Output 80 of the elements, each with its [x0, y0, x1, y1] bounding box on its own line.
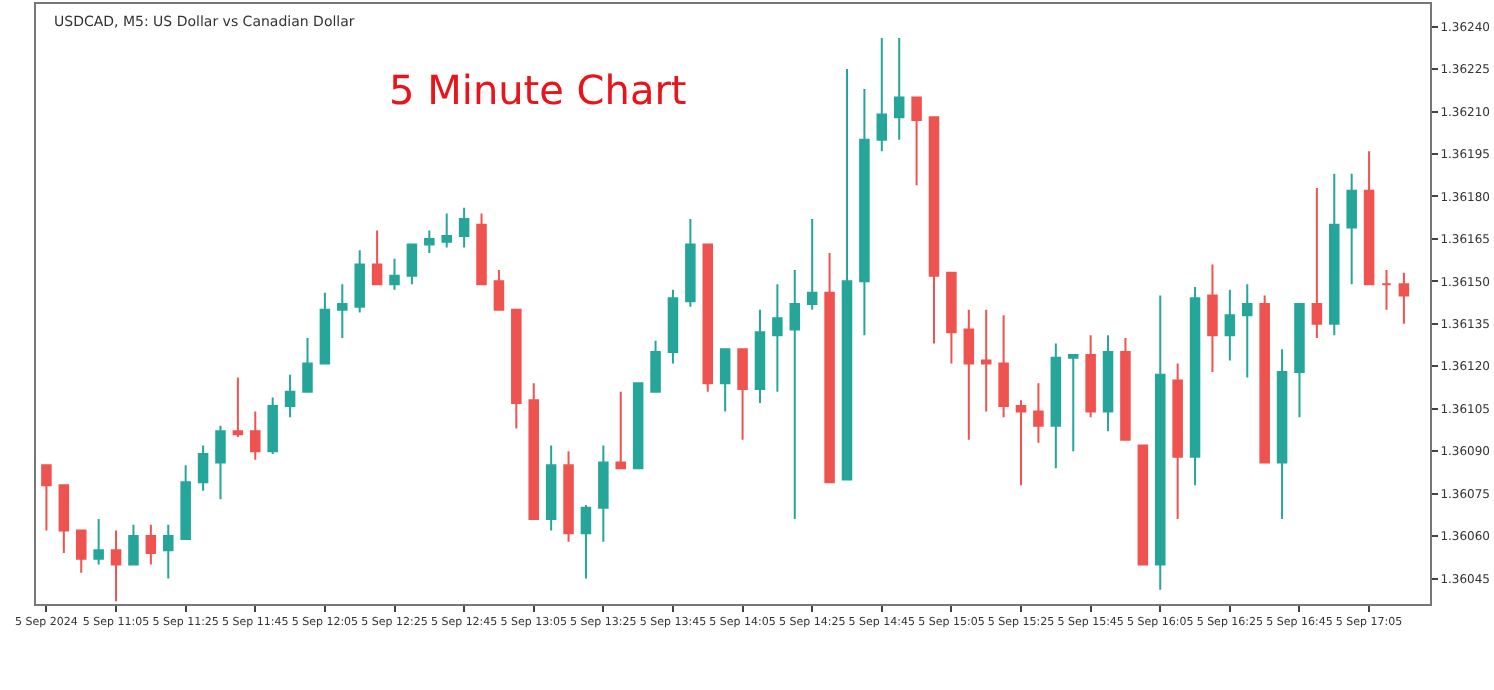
candlestick: [650, 339, 661, 393]
candlestick: [337, 283, 348, 339]
candlestick: [197, 444, 209, 492]
candlestick: [1224, 288, 1236, 362]
candlestick: [284, 373, 296, 419]
candlestick: [1242, 283, 1253, 379]
candlestick: [163, 523, 174, 580]
candlestick: [354, 249, 365, 314]
candlestick: [232, 376, 244, 439]
candlestick: [685, 218, 696, 308]
candlestick: [371, 229, 383, 286]
candlestick: [319, 291, 331, 365]
candlestick: [754, 308, 766, 405]
candlestick: [563, 450, 574, 543]
candlestick: [1276, 348, 1288, 521]
candlestick: [928, 116, 940, 345]
candlestick: [1085, 334, 1096, 419]
candlestick: [702, 243, 714, 393]
candlestick: [1346, 172, 1357, 286]
candlestick: [1329, 172, 1340, 337]
candlestick: [1067, 353, 1079, 453]
candlestick: [424, 229, 435, 255]
candlestick: [893, 36, 905, 141]
candlestick: [528, 382, 539, 521]
candlestick: [493, 269, 505, 311]
candlestick: [772, 283, 783, 393]
text: 5 Minute Chart: [389, 65, 687, 114]
candlestick: [1294, 303, 1305, 419]
candlestick: [476, 212, 487, 286]
candlestick: [406, 243, 418, 286]
candlestick: [250, 410, 261, 461]
candlestick: [1137, 444, 1149, 566]
candlestick: [1154, 294, 1166, 591]
candlestick: [946, 271, 957, 365]
candlestick: [1102, 334, 1114, 433]
candlestick: [93, 518, 104, 566]
candlestick: [145, 523, 157, 566]
candlestick: [667, 288, 679, 365]
candlestick: [806, 218, 818, 311]
candlestick: [267, 396, 278, 455]
candlestick: [58, 484, 70, 555]
candlestick: [980, 308, 992, 413]
candlestick: [1050, 342, 1062, 470]
candlestick: [1381, 269, 1392, 311]
candlestick: [998, 314, 1009, 419]
candlestick: [180, 464, 191, 540]
candlestick: [1120, 336, 1131, 441]
candlestick: [1015, 399, 1027, 487]
candlestick: [1172, 362, 1183, 521]
candlestick: [580, 503, 592, 580]
candlestick: [719, 348, 731, 413]
candlestick: [1207, 263, 1218, 373]
candlestick: [1033, 382, 1044, 444]
candlestick: [128, 523, 139, 566]
candlestick: [302, 336, 313, 393]
candlestick: [824, 252, 835, 484]
candlestick: [859, 87, 870, 337]
candlestick: [441, 212, 452, 249]
candlestick: [1259, 294, 1270, 464]
candlestick: [1311, 186, 1323, 339]
candlestick: [1189, 286, 1201, 487]
candlestick: [458, 206, 470, 249]
candlestick: [41, 464, 52, 532]
candlestick: [841, 68, 853, 481]
candlestick: [789, 269, 801, 521]
candlestick: [545, 444, 557, 532]
candlestick: [215, 424, 226, 501]
candlestick: [110, 529, 122, 603]
candlestick: [632, 382, 644, 470]
candlestick: [963, 308, 975, 441]
candlestick: [75, 529, 87, 574]
candlestick: [389, 257, 400, 291]
candlestick: [615, 390, 627, 470]
candlestick: [1398, 271, 1410, 325]
candlestick: [737, 348, 748, 441]
candlestick: [1363, 150, 1375, 286]
candlestick: [598, 444, 609, 543]
candlestick: [876, 36, 888, 153]
candlestick: [911, 96, 922, 187]
candlestick: [511, 308, 522, 430]
